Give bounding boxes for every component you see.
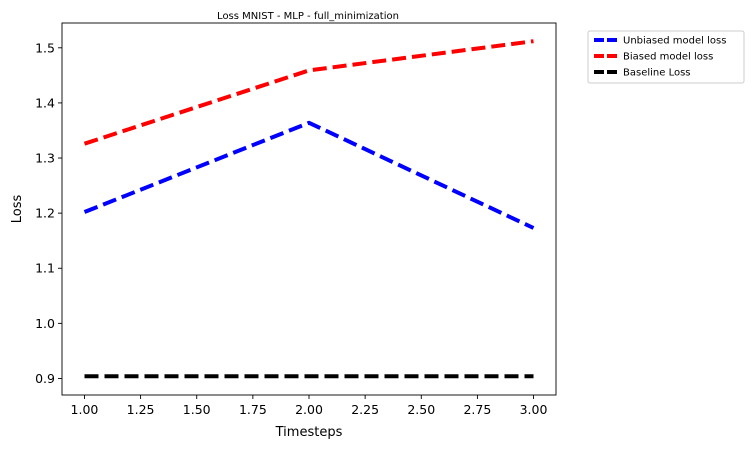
plot-frame — [61, 22, 557, 396]
legend-frame — [587, 30, 745, 84]
chart-title: Loss MNIST - MLP - full_minimization — [217, 11, 399, 22]
x-tick-label: 3.00 — [520, 402, 548, 417]
legend-label-1: Unbiased model loss — [623, 36, 726, 47]
x-axis: 1.00 1.25 1.50 1.75 2.00 2.25 2.50 2.75 3.00 — [71, 395, 548, 417]
series-line-2 — [83, 39, 534, 146]
x-tick-label: 1.00 — [71, 402, 99, 417]
x-tick-label: 2.25 — [351, 402, 379, 417]
legend: Unbiased model loss Biased model loss Base… — [587, 30, 745, 84]
y-tick-label: 1.3 — [35, 151, 55, 166]
y-tick-label: 1.4 — [35, 95, 55, 110]
y-tick-label: 1.2 — [35, 206, 55, 221]
x-tick-label: 1.75 — [239, 402, 267, 417]
y-axis: 0.9 1.0 1.1 1.2 1.3 1.4 1.5 — [35, 40, 62, 386]
legend-label-2: Biased model loss — [623, 52, 713, 63]
y-tick-label: 0.9 — [35, 371, 55, 386]
y-axis-label: Loss — [10, 195, 25, 224]
x-tick-label: 1.25 — [127, 402, 155, 417]
x-tick-label: 1.50 — [183, 402, 211, 417]
series-lines — [83, 39, 535, 379]
x-tick-label: 2.75 — [463, 402, 491, 417]
x-axis-label: Timesteps — [275, 425, 343, 440]
series-line-1 — [83, 120, 535, 230]
y-tick-label: 1.5 — [35, 40, 55, 55]
x-tick-label: 2.50 — [407, 402, 435, 417]
y-tick-label: 1.0 — [35, 316, 55, 331]
legend-label-3: Baseline Loss — [623, 68, 691, 79]
y-tick-label: 1.1 — [35, 261, 55, 276]
x-tick-label: 2.00 — [295, 402, 323, 417]
